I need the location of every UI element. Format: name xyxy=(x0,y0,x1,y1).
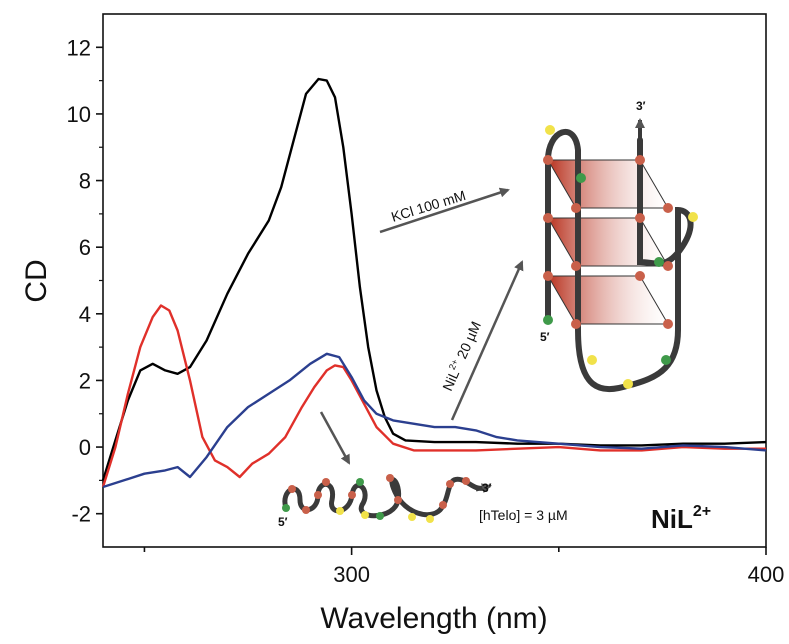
unfolded-strand-illustration: 5′ 3′ xyxy=(278,474,492,529)
tetrad-plane-top xyxy=(547,159,669,209)
unfolded-3prime-label: 3′ xyxy=(482,481,492,495)
compound-charge: 2+ xyxy=(693,503,711,520)
nil-dose-charge: 2+ xyxy=(447,358,460,371)
y-axis: -2 0 2 4 6 8 10 12 xyxy=(67,35,103,527)
nil-dose-label: NiL2+ 20 µM xyxy=(438,318,484,393)
y-tick-label: -2 xyxy=(71,502,91,527)
y-tick-label: 4 xyxy=(79,302,91,327)
x-tick-label: 300 xyxy=(333,562,370,587)
series-layer xyxy=(101,77,767,489)
gq-3prime-label: 3′ xyxy=(636,99,646,113)
tetrad-plane-bottom xyxy=(547,275,669,325)
series-line-3 xyxy=(102,352,767,489)
y-tick-label: 6 xyxy=(79,235,91,260)
strand-backbone xyxy=(545,128,694,393)
x-axis: 300 400 xyxy=(143,547,785,587)
compound-label: NiL2+ xyxy=(651,503,711,534)
nil-dose-name: NiL xyxy=(439,367,462,393)
y-tick-label: 0 xyxy=(79,435,91,460)
compound-name: NiL xyxy=(651,504,693,534)
series-line-2 xyxy=(101,304,766,488)
nil-arrow xyxy=(450,260,524,421)
unfolded-strand-backbone xyxy=(282,476,487,519)
series-line-1 xyxy=(101,77,767,481)
x-axis-title: Wavelength (nm) xyxy=(320,602,547,635)
y-tick-label: 8 xyxy=(79,169,91,194)
y-tick-label: 10 xyxy=(67,102,91,127)
y-tick-label: 2 xyxy=(79,368,91,393)
unfolded-3prime-arrow xyxy=(475,483,492,494)
x-tick-label: 400 xyxy=(748,562,785,587)
kcl-arrow xyxy=(379,187,510,234)
y-tick-label: 12 xyxy=(67,35,91,60)
unfolded-5prime-label: 5′ xyxy=(278,515,288,529)
htelo-concentration-label: [hTelo] = 3 µM xyxy=(479,507,568,523)
tetrad-plane-middle xyxy=(547,217,669,267)
g-quadruplex-illustration: 3′ 5′ xyxy=(540,99,698,393)
gq-5prime-label: 5′ xyxy=(540,330,550,344)
unfolded-arrow xyxy=(319,411,351,465)
y-axis-title: CD xyxy=(20,259,53,302)
plot-frame xyxy=(102,13,767,548)
